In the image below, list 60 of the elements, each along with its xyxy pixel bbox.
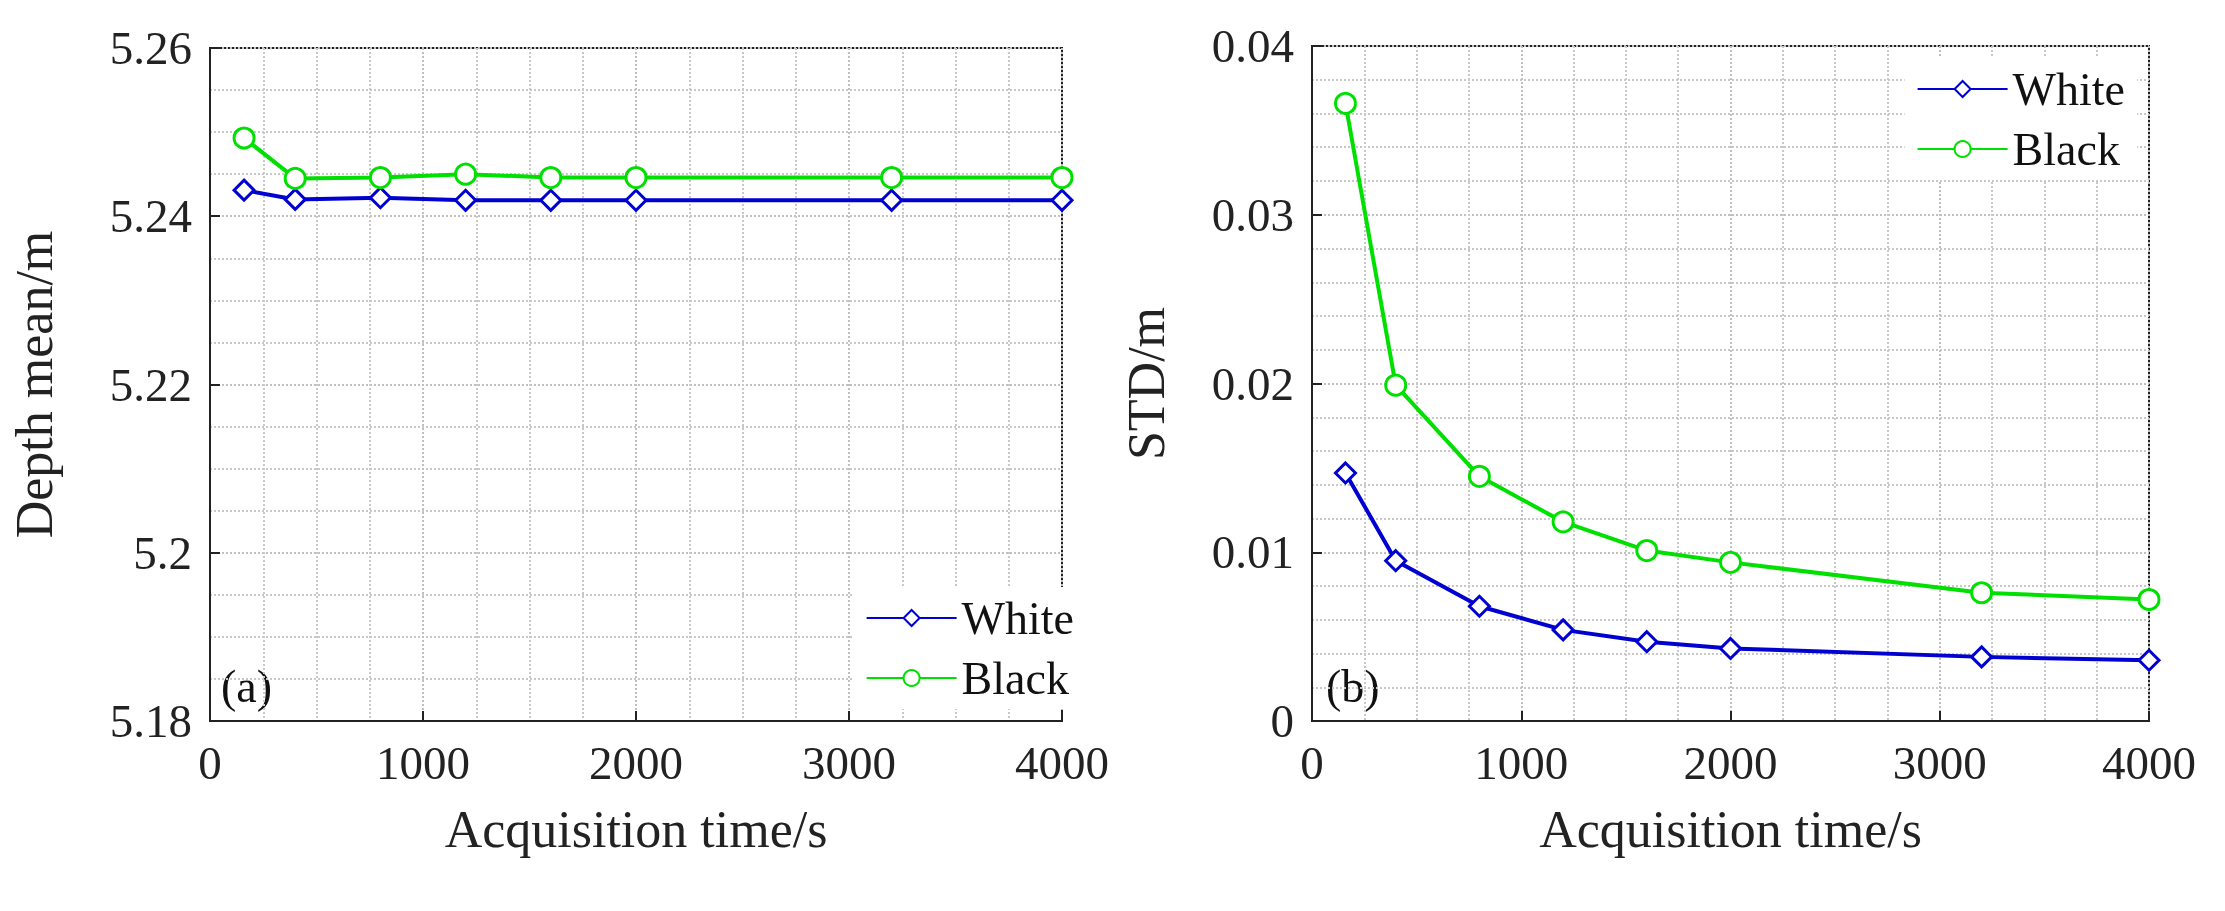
point [2137, 648, 2161, 672]
point [1635, 630, 1659, 654]
legend-label: Black [961, 652, 1069, 704]
legend-label: Black [2012, 123, 2120, 175]
x-tick-label: 2000 [589, 736, 683, 789]
x-tick-label: 3000 [1892, 736, 1987, 789]
annotation: (b) [1326, 660, 1380, 712]
y-tick-label: 0.02 [1211, 357, 1294, 410]
point [232, 178, 256, 202]
x-tick-label: 3000 [802, 736, 896, 789]
point [1970, 581, 1994, 605]
y-tick-label: 0.01 [1211, 526, 1294, 579]
y-tick-label: 5.18 [109, 695, 192, 747]
y-tick-label: 0.03 [1211, 188, 1294, 241]
point [368, 186, 392, 210]
legend-label: White [961, 592, 1075, 644]
point [368, 166, 392, 190]
point [1334, 91, 1357, 115]
point [232, 126, 256, 150]
point [1719, 550, 1742, 574]
point [1970, 645, 1994, 669]
point [1719, 636, 1742, 660]
y-tick-label: 0 [1270, 695, 1294, 747]
point [539, 188, 563, 212]
point [880, 188, 904, 212]
point [1384, 549, 1408, 573]
x-tick-label: 4000 [1015, 736, 1109, 789]
y-tick-label: 0.04 [1211, 20, 1294, 72]
point [454, 188, 478, 212]
legend-label: White [2012, 63, 2126, 115]
point [283, 166, 307, 190]
point [1050, 166, 1074, 190]
point [1050, 188, 1074, 212]
x-axis-title: Acquisition time/s [444, 800, 828, 858]
point [1384, 373, 1408, 397]
x-tick-label: 1000 [376, 736, 470, 789]
y-tick-label: 5.22 [109, 358, 192, 411]
point [624, 188, 648, 212]
point [624, 166, 648, 190]
point [1551, 618, 1575, 642]
point [1467, 464, 1491, 488]
point [454, 162, 478, 186]
point [1635, 539, 1659, 563]
x-tick-label: 1000 [1474, 736, 1569, 789]
point [1467, 594, 1491, 618]
point [283, 187, 307, 211]
y-axis-title: STD/m [1117, 306, 1175, 461]
y-tick-label: 5.26 [109, 22, 192, 74]
y-tick-label: 5.2 [133, 526, 192, 579]
point [2137, 588, 2161, 611]
point [1551, 510, 1575, 534]
annotation: (a) [221, 660, 273, 712]
y-tick-label: 5.24 [109, 190, 192, 243]
x-tick-label: 2000 [1683, 736, 1778, 789]
y-axis-title: Depth mean/m [5, 230, 63, 539]
point [539, 166, 563, 190]
point [880, 166, 904, 190]
point [1333, 461, 1357, 485]
x-tick-label: 4000 [2102, 736, 2196, 789]
x-axis-title: Acquisition time/s [1539, 800, 1922, 858]
